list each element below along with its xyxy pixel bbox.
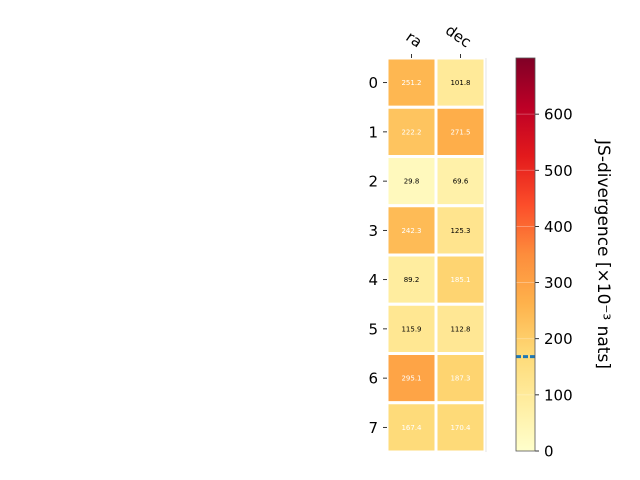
heatmap-plot-area: 251.2 101.8 222.2 271.5 29.8 69.6 242.3 125.3 89… bbox=[368, 21, 487, 454]
cell-value-label: 170.4 bbox=[450, 424, 471, 432]
cell-value-label: 89.2 bbox=[404, 276, 420, 284]
heatmap-cell bbox=[434, 204, 487, 257]
colorbar-label: JS-divergence [×10⁻³ nats] bbox=[593, 139, 613, 369]
row-tick-label: 7 bbox=[368, 419, 378, 437]
heatmap-cell bbox=[434, 253, 487, 306]
row-tick-label: 1 bbox=[368, 123, 378, 141]
row-tick-label: 0 bbox=[368, 74, 378, 92]
colorbar-outline bbox=[515, 57, 536, 452]
cell-value-label: 29.8 bbox=[404, 178, 420, 186]
cell-value-label: 271.5 bbox=[450, 128, 470, 136]
row-tick-label: 4 bbox=[368, 271, 378, 289]
colorbar-tick-label: 200 bbox=[544, 330, 573, 348]
heatmap-cell bbox=[434, 401, 487, 454]
cell-value-label: 185.1 bbox=[450, 276, 470, 284]
row-tick-label: 5 bbox=[368, 320, 378, 338]
cell-value-label: 242.3 bbox=[401, 227, 421, 235]
cell-value-label: 295.1 bbox=[401, 375, 421, 383]
colorbar-gradient bbox=[516, 58, 535, 451]
heatmap-cell bbox=[434, 155, 487, 208]
heatmap-cell bbox=[434, 105, 487, 158]
colorbar-tick-label: 300 bbox=[544, 274, 573, 292]
colorbar-tick-label: 500 bbox=[544, 162, 573, 180]
colorbar-tick-label: 600 bbox=[544, 106, 573, 124]
colorbar: 0 100 200 300 400 500 600 JS-divergence [×10⁻³ … bbox=[515, 57, 613, 461]
cell-value-label: 167.4 bbox=[401, 424, 422, 432]
cell-value-label: 69.6 bbox=[453, 178, 469, 186]
cell-value-label: 187.3 bbox=[450, 375, 470, 383]
row-tick-label: 3 bbox=[368, 222, 378, 240]
cell-value-label: 115.9 bbox=[401, 325, 421, 333]
colorbar-tick-label: 0 bbox=[544, 443, 554, 461]
column-tick-label: ra bbox=[403, 28, 426, 52]
cell-value-label: 125.3 bbox=[450, 227, 470, 235]
cell-value-label: 251.2 bbox=[401, 79, 421, 87]
colorbar-tick-label: 100 bbox=[544, 386, 573, 404]
cell-value-label: 101.8 bbox=[450, 79, 470, 87]
row-tick-label: 2 bbox=[368, 173, 378, 191]
colorbar-tick-label: 400 bbox=[544, 218, 573, 236]
cell-value-label: 112.8 bbox=[450, 325, 470, 333]
column-tick-label: dec bbox=[442, 21, 474, 51]
cell-value-label: 222.2 bbox=[401, 128, 421, 136]
row-tick-label: 6 bbox=[368, 370, 378, 388]
